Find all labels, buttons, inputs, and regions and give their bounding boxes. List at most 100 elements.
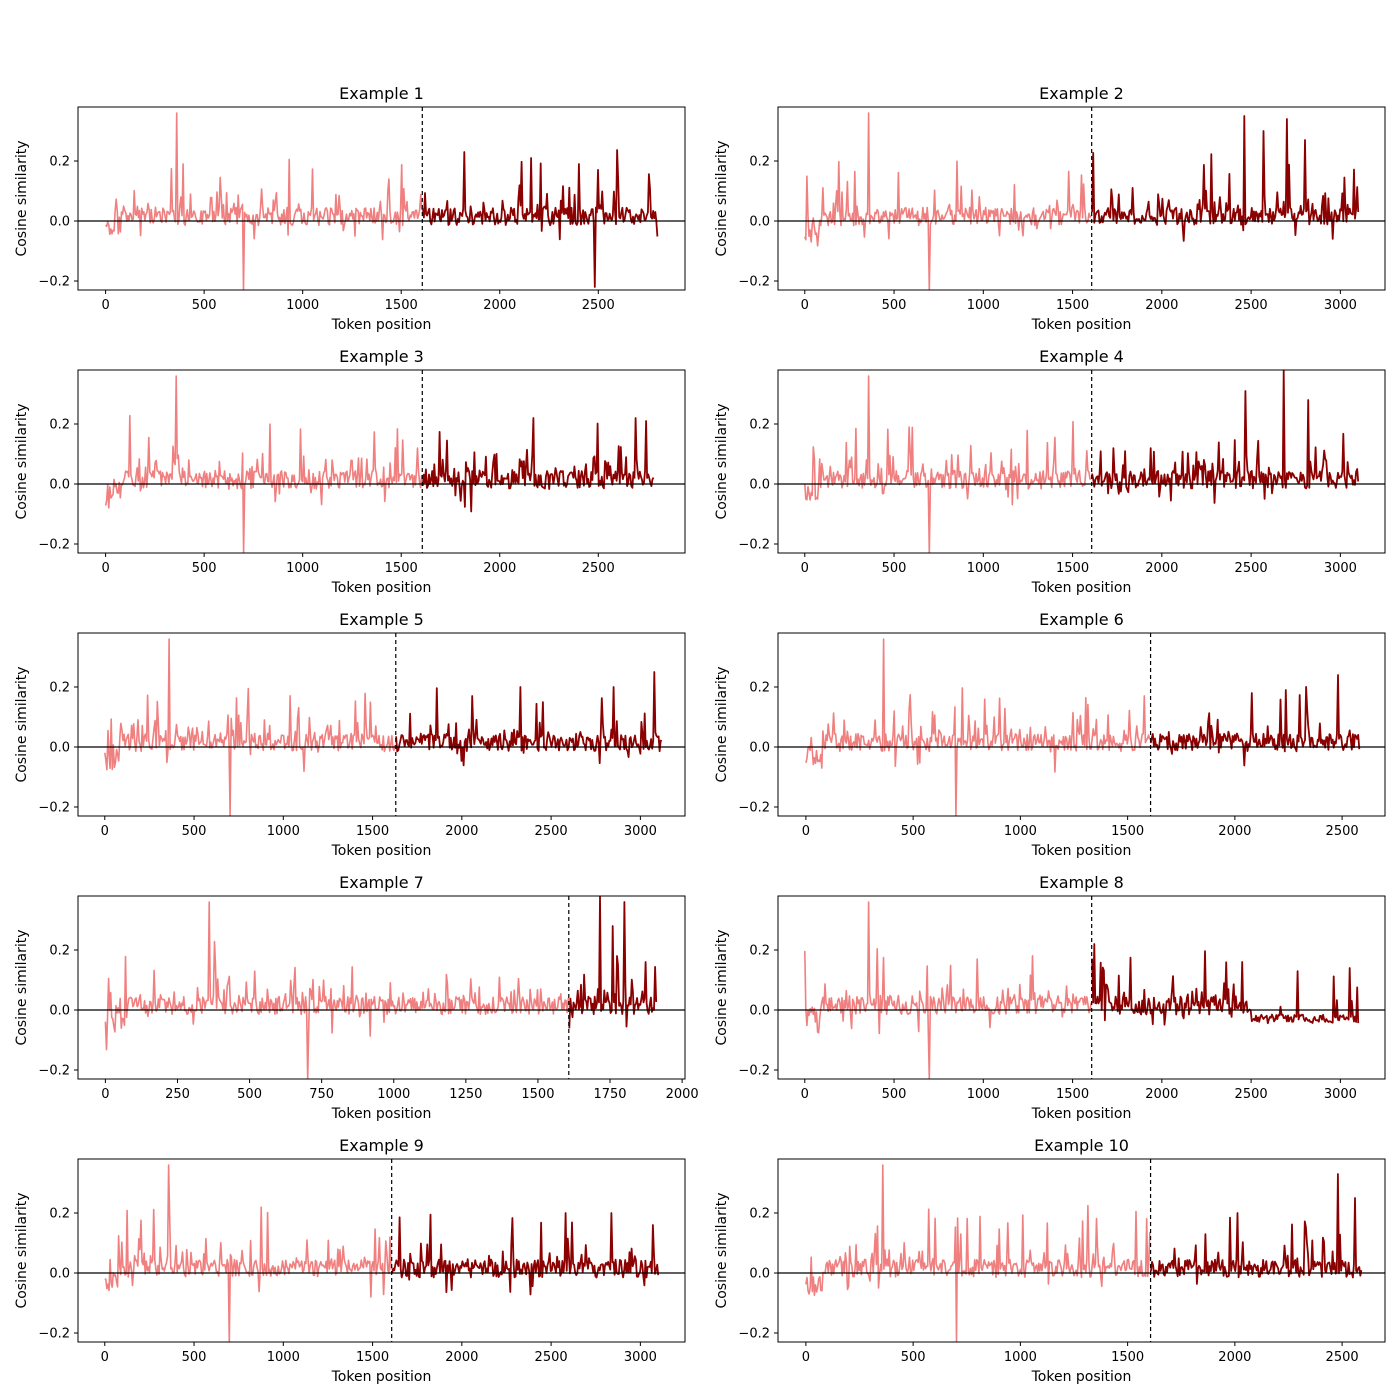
- x-tick-label: 1000: [286, 298, 319, 313]
- y-tick-label: 0.2: [49, 155, 70, 170]
- x-tick-label: 0: [101, 824, 109, 839]
- generated-series-line: [1149, 674, 1361, 767]
- x-tick-label: 2000: [483, 561, 516, 576]
- x-tick-label: 2500: [535, 1350, 568, 1365]
- axes-frame: [77, 369, 686, 554]
- x-tick-label: 1250: [449, 1087, 482, 1102]
- y-tick-label: 0.0: [749, 741, 770, 756]
- x-tick-label: 0: [801, 561, 809, 576]
- y-axis-label: Cosine similarity: [14, 1192, 30, 1308]
- x-tick-label: 2000: [1145, 1087, 1178, 1102]
- generated-series-line: [568, 896, 658, 1029]
- x-tick-label: 2000: [483, 298, 516, 313]
- y-tick-label: 0.2: [49, 418, 70, 433]
- y-tick-label: −0.2: [738, 275, 770, 290]
- x-tick-label: 2500: [582, 561, 615, 576]
- prompt-series-line: [104, 901, 570, 1079]
- axes-frame: [77, 106, 686, 291]
- y-tick-label: 0.0: [49, 1267, 70, 1282]
- x-tick-label: 2000: [1145, 561, 1178, 576]
- x-tick-label: 500: [882, 298, 907, 313]
- y-axis-label: Cosine similarity: [14, 929, 30, 1045]
- y-axis-label: Cosine similarity: [14, 666, 30, 782]
- x-tick-label: 1500: [1056, 298, 1089, 313]
- y-tick-label: 0.2: [49, 1207, 70, 1222]
- generated-series-line: [1091, 370, 1360, 504]
- x-tick-label: 1000: [967, 1087, 1000, 1102]
- x-tick-label: 2500: [1235, 561, 1268, 576]
- x-tick-label: 500: [192, 298, 217, 313]
- subplot-title: Example 3: [339, 347, 424, 366]
- x-tick-label: 1000: [1004, 824, 1037, 839]
- x-tick-label: 3000: [1324, 561, 1357, 576]
- y-axis-label: Cosine similarity: [714, 1192, 730, 1308]
- x-tick-label: 0: [101, 1350, 109, 1365]
- y-tick-label: 0.2: [749, 155, 770, 170]
- y-tick-label: −0.2: [738, 1064, 770, 1079]
- subplot-title: Example 6: [1039, 610, 1124, 629]
- y-tick-label: 0.2: [749, 944, 770, 959]
- subplot-3: 0 500 1000 1500 2000 2500 −0.2 0.0 0.2 Example 3 T…: [14, 347, 686, 596]
- x-tick-label: 750: [309, 1087, 334, 1102]
- axes-frame: [77, 895, 686, 1080]
- x-axis-label: Token position: [331, 580, 432, 596]
- x-tick-label: 0: [802, 1350, 810, 1365]
- x-tick-label: 500: [182, 1350, 207, 1365]
- x-tick-label: 1500: [356, 824, 389, 839]
- subplot-6: 0 500 1000 1500 2000 2500 −0.2 0.0 0.2 Example 6 T…: [714, 610, 1386, 859]
- subplot-9: 0 500 1000 1500 2000 2500 3000 −0.2 0.0 0.2 Exampl…: [14, 1136, 686, 1385]
- x-tick-label: 500: [882, 1087, 907, 1102]
- x-tick-label: 2000: [666, 1087, 699, 1102]
- y-tick-label: 0.0: [749, 1267, 770, 1282]
- subplot-1: 0 500 1000 1500 2000 2500 −0.2 0.0 0.2 Example 1 T…: [14, 84, 686, 333]
- prompt-series-line: [104, 1164, 392, 1342]
- x-tick-label: 1000: [967, 298, 1000, 313]
- x-tick-label: 1500: [385, 298, 418, 313]
- x-tick-label: 500: [192, 561, 217, 576]
- y-tick-label: 0.2: [749, 418, 770, 433]
- axes-frame: [777, 369, 1386, 554]
- axes-frame: [777, 895, 1386, 1080]
- x-tick-label: 2000: [445, 824, 478, 839]
- x-tick-label: 3000: [1324, 1087, 1357, 1102]
- subplot-title: Example 4: [1039, 347, 1124, 366]
- x-tick-label: 2000: [445, 1350, 478, 1365]
- x-axis-label: Token position: [331, 1106, 432, 1122]
- x-tick-label: 1000: [286, 561, 319, 576]
- subplot-8: 0 500 1000 1500 2000 2500 3000 −0.2 0.0 0.2 Exampl…: [714, 873, 1386, 1122]
- axes-frame: [77, 632, 686, 817]
- x-tick-label: 1000: [1004, 1350, 1037, 1365]
- subplot-title: Example 7: [339, 873, 424, 892]
- x-tick-label: 1500: [385, 561, 418, 576]
- generated-series-line: [422, 149, 659, 288]
- x-tick-label: 0: [101, 298, 109, 313]
- subplot-5: 0 500 1000 1500 2000 2500 3000 −0.2 0.0 0.2 Exampl…: [14, 610, 686, 859]
- y-axis-label: Cosine similarity: [14, 140, 30, 256]
- prompt-series-line: [104, 112, 423, 290]
- y-tick-label: 0.2: [49, 944, 70, 959]
- x-tick-label: 500: [901, 824, 926, 839]
- prompt-series-line: [804, 112, 1092, 290]
- y-axis-label: Cosine similarity: [714, 666, 730, 782]
- y-tick-label: 0.0: [49, 1004, 70, 1019]
- axes-frame: [777, 106, 1386, 291]
- axes-frame: [77, 1158, 686, 1343]
- x-tick-label: 3000: [1324, 298, 1357, 313]
- x-tick-label: 2500: [535, 824, 568, 839]
- y-tick-label: −0.2: [38, 538, 70, 553]
- y-tick-label: 0.0: [749, 1004, 770, 1019]
- subplot-title: Example 1: [339, 84, 424, 103]
- x-tick-label: 0: [801, 1087, 809, 1102]
- x-axis-label: Token position: [331, 317, 432, 333]
- x-axis-label: Token position: [1031, 1369, 1132, 1385]
- y-tick-label: −0.2: [738, 1327, 770, 1342]
- subplot-4: 0 500 1000 1500 2000 2500 3000 −0.2 0.0 0.2 Exampl…: [714, 347, 1386, 596]
- x-tick-label: 1500: [356, 1350, 389, 1365]
- prompt-series-line: [804, 901, 1092, 1079]
- x-tick-label: 2000: [1218, 1350, 1251, 1365]
- x-tick-label: 1500: [1111, 824, 1144, 839]
- x-tick-label: 1000: [377, 1087, 410, 1102]
- x-axis-label: Token position: [1031, 317, 1132, 333]
- x-tick-label: 1500: [1111, 1350, 1144, 1365]
- axes-frame: [777, 632, 1386, 817]
